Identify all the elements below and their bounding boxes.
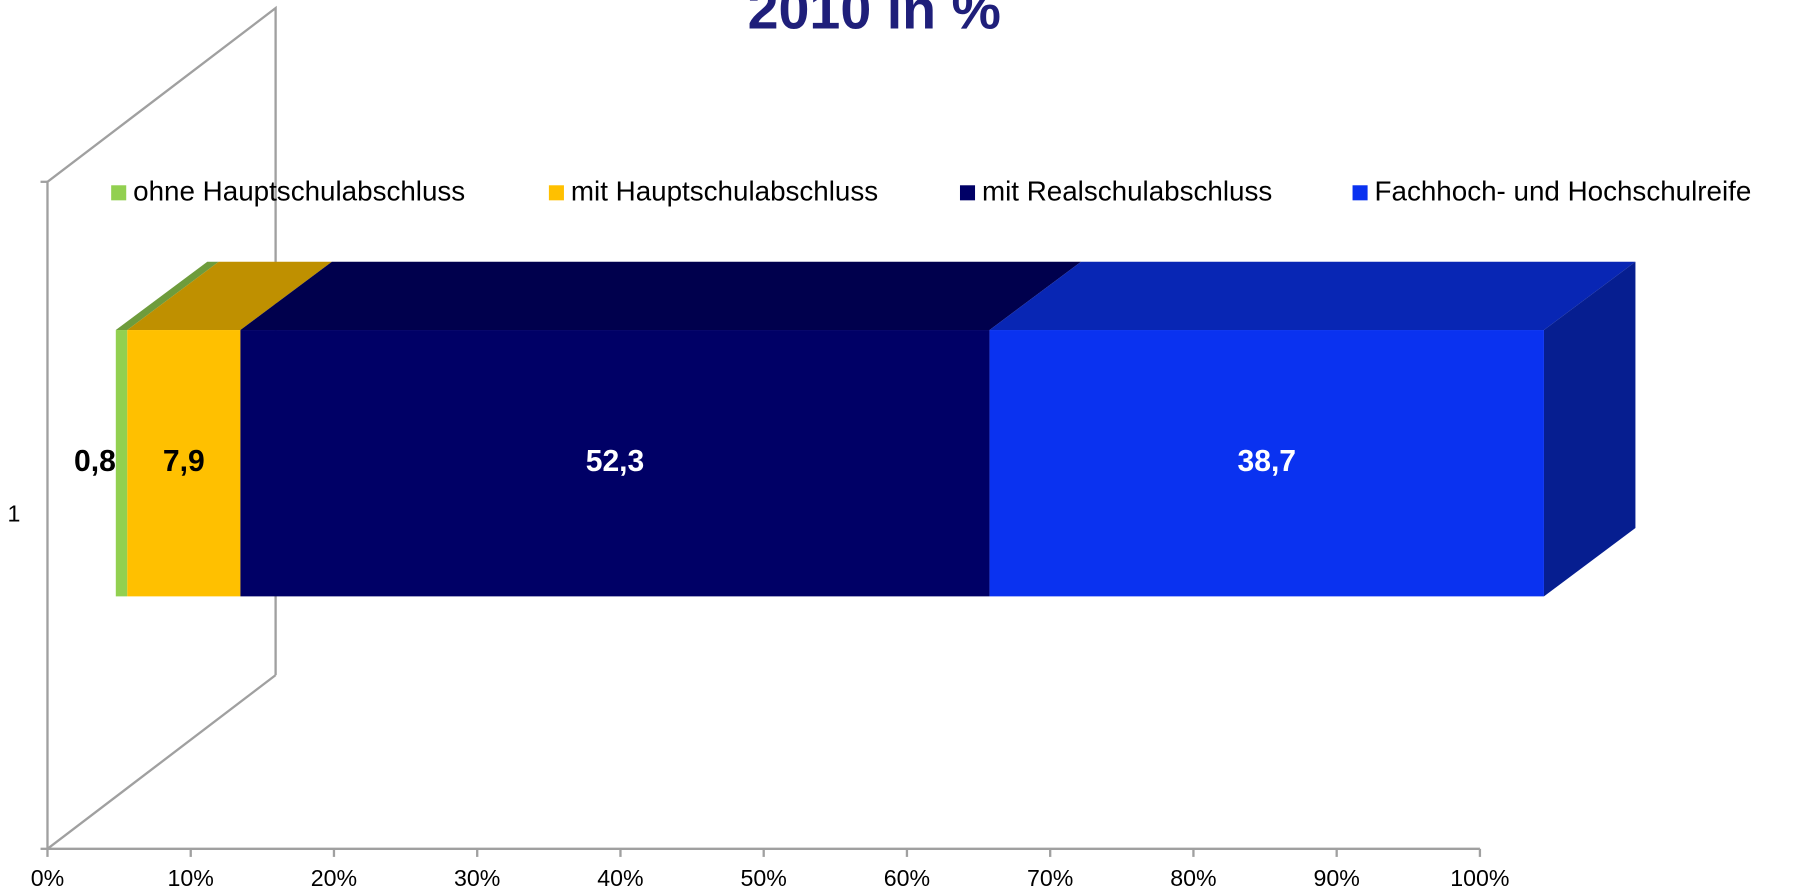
bar [989,330,1544,597]
x-tick-label: 90% [1313,865,1359,891]
x-tick-label: 50% [741,865,787,891]
x-tick-label: 10% [168,865,214,891]
legend-swatch [111,185,127,201]
plot: 2010 in % 1 0% 10% 20% 30% 40% 50% 60% 70% 80% 90… [7,0,1751,891]
bar-top [127,261,332,331]
x-tick-label: 100% [1450,865,1509,891]
bar [115,330,128,597]
data-label: 0,8 [74,445,116,478]
x-tick-label: 30% [454,865,500,891]
floor-edge [46,674,277,850]
bar-top [240,261,1082,331]
x-tick-label: 40% [597,865,643,891]
x-tick-label: 80% [1170,865,1216,891]
bar-side [1543,261,1636,597]
data-label: 52,3 [586,445,645,478]
chart-title: 2010 in % [748,0,1001,41]
legend-label: ohne Hauptschulabschluss [133,176,465,207]
legend-swatch [548,185,564,201]
legend-swatch [959,185,976,201]
data-label: 38,7 [1237,445,1296,478]
legend-swatch [1352,185,1368,201]
x-tick-label: 0% [31,865,64,891]
data-label: 7,9 [163,445,205,478]
bar-top [989,261,1636,331]
x-tick-label: 20% [311,865,357,891]
legend-label: mit Realschulabschluss [982,176,1272,207]
bar [127,330,241,597]
legend-label: Fachhoch- und Hochschulreife [1375,176,1752,207]
y-tick-label: 1 [7,500,20,526]
bar [240,330,990,597]
x-tick-label: 60% [884,865,930,891]
legend-label: mit Hauptschulabschluss [571,176,878,207]
bar-top [115,261,219,331]
x-tick-label: 70% [1027,865,1073,891]
